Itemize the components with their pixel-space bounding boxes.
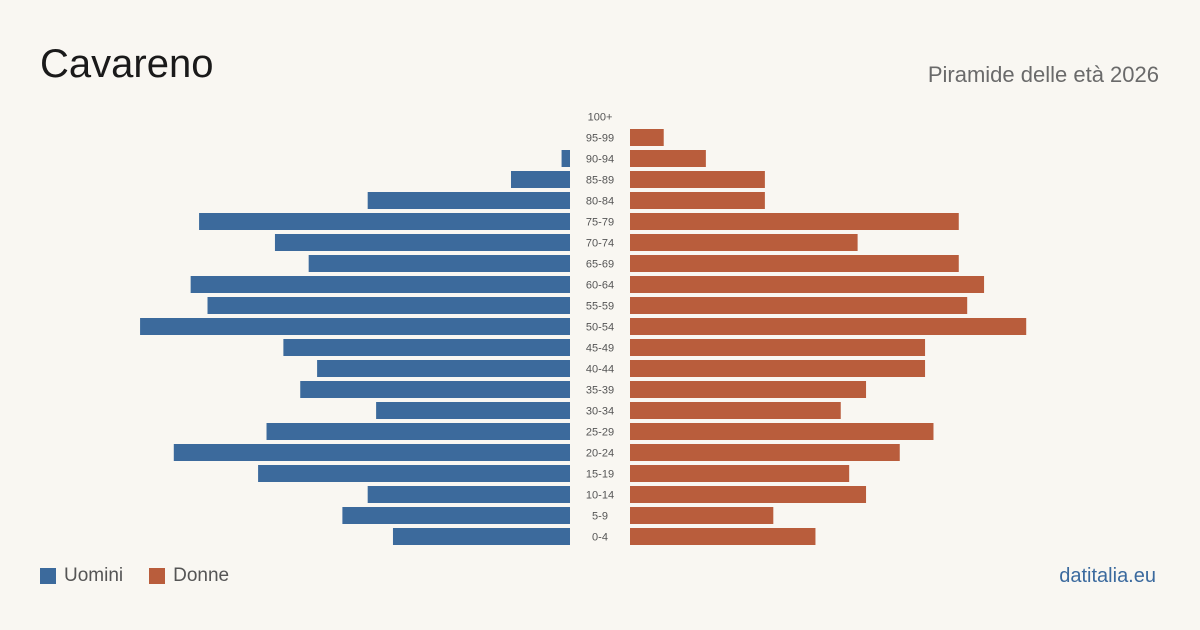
bar-male-25-29	[266, 423, 570, 440]
bar-female-15-19	[630, 465, 850, 482]
bar-male-55-59	[207, 297, 570, 314]
bar-male-65-69	[308, 255, 570, 272]
bar-male-15-19	[258, 465, 570, 482]
age-group-label: 30-34	[586, 406, 614, 418]
bar-female-80-84	[630, 192, 765, 209]
bar-female-20-24	[630, 444, 900, 461]
bar-female-95-99	[630, 129, 664, 146]
bar-female-55-59	[630, 297, 968, 314]
age-group-label: 50-54	[586, 322, 614, 334]
bar-female-50-54	[630, 318, 1027, 335]
bar-female-30-34	[630, 402, 841, 419]
legend-swatch-female	[149, 567, 166, 584]
bar-male-75-79	[199, 213, 570, 230]
age-group-label: 90-94	[586, 154, 614, 166]
bar-female-10-14	[630, 486, 867, 503]
legend-item-male: Uomini	[40, 566, 123, 585]
legend-label-female: Donne	[173, 565, 230, 586]
age-group-label: 20-24	[586, 448, 614, 460]
bar-female-90-94	[630, 150, 706, 167]
bar-female-70-74	[630, 234, 858, 251]
age-group-label: 55-59	[586, 301, 614, 313]
age-group-label: 0-4	[592, 532, 608, 544]
bar-male-85-89	[510, 171, 570, 188]
bar-male-50-54	[140, 318, 570, 335]
age-group-label: 40-44	[586, 364, 614, 376]
bar-male-20-24	[173, 444, 571, 461]
bar-male-90-94	[561, 150, 570, 167]
bar-female-65-69	[630, 255, 959, 272]
legend-item-female: Donne	[149, 566, 229, 585]
bar-male-60-64	[190, 276, 570, 293]
age-group-label: 35-39	[586, 385, 614, 397]
bar-female-60-64	[630, 276, 985, 293]
bar-male-35-39	[300, 381, 570, 398]
age-group-label: 95-99	[586, 133, 614, 145]
bar-female-5-9	[630, 507, 774, 524]
bar-male-45-49	[283, 339, 570, 356]
legend-label-male: Uomini	[64, 565, 124, 586]
bar-male-0-4	[392, 528, 570, 545]
bar-female-25-29	[630, 423, 934, 440]
bar-female-35-39	[630, 381, 867, 398]
age-group-label: 80-84	[586, 196, 614, 208]
source-link[interactable]: datitalia.eu	[1059, 565, 1156, 587]
age-group-label: 70-74	[586, 238, 614, 250]
bar-male-10-14	[367, 486, 570, 503]
bar-male-40-44	[317, 360, 570, 377]
age-group-label: 100+	[588, 112, 613, 124]
bar-male-5-9	[342, 507, 570, 524]
age-group-label: 15-19	[586, 469, 614, 481]
age-group-label: 65-69	[586, 259, 614, 271]
legend-swatch-male	[40, 567, 56, 584]
age-group-label: 75-79	[586, 217, 614, 229]
bar-female-45-49	[630, 339, 926, 356]
age-group-label: 45-49	[586, 343, 614, 355]
bar-male-30-34	[376, 402, 570, 419]
bar-male-80-84	[367, 192, 570, 209]
age-group-label: 10-14	[586, 490, 614, 502]
bar-female-40-44	[630, 360, 926, 377]
age-group-label: 5-9	[592, 511, 608, 523]
age-group-label: 85-89	[586, 175, 614, 187]
chart-subtitle: Piramide delle età 2026	[927, 62, 1159, 87]
page-title: Cavareno	[40, 42, 214, 86]
bar-female-0-4	[630, 528, 816, 545]
age-group-label: 25-29	[586, 427, 614, 439]
bar-female-85-89	[630, 171, 765, 188]
bar-male-70-74	[274, 234, 570, 251]
bar-female-75-79	[630, 213, 959, 230]
chart-legend: Uomini Donne	[40, 566, 255, 585]
age-group-label: 60-64	[586, 280, 614, 292]
